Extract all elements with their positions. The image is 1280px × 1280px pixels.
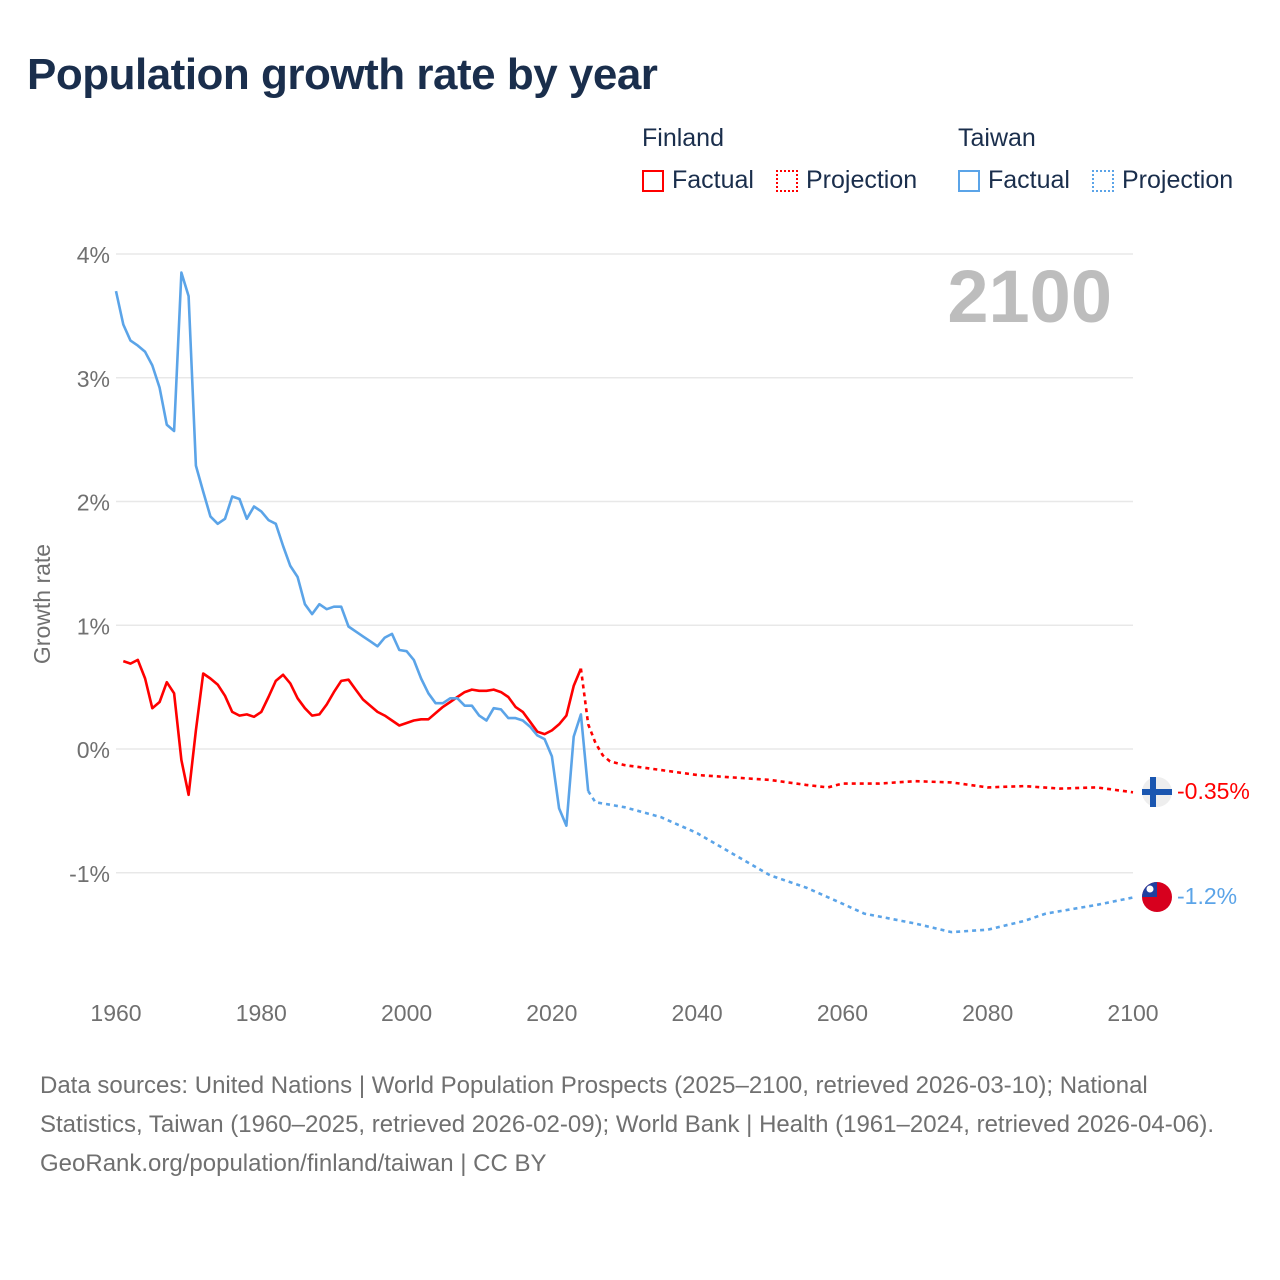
legend-swatch bbox=[642, 169, 664, 192]
x-tick-label: 2020 bbox=[526, 1000, 577, 1026]
series-line-taiwan-projection bbox=[587, 790, 1134, 934]
legend-group-finland: Finland bbox=[642, 124, 724, 152]
legend-swatch bbox=[1092, 169, 1114, 192]
taiwan-end-label: -1.2% bbox=[1177, 883, 1237, 909]
y-tick-label: 3% bbox=[77, 366, 110, 392]
x-tick-label: 2060 bbox=[817, 1000, 868, 1026]
y-tick-label: 2% bbox=[77, 490, 110, 516]
series-line-finland-projection bbox=[579, 668, 1134, 794]
legend-swatch bbox=[958, 169, 980, 192]
chart-title: Population growth rate by year bbox=[27, 50, 658, 99]
finland-end-label: -0.35% bbox=[1177, 778, 1250, 804]
footer: Data sources: United Nations | World Pop… bbox=[40, 1066, 1250, 1183]
x-tick-label: 1980 bbox=[236, 1000, 287, 1026]
credit-link[interactable]: GeoRank.org/population/finland/taiwan | … bbox=[40, 1150, 547, 1177]
y-tick-label: 4% bbox=[77, 242, 110, 268]
legend-taiwan-factual[interactable]: Factual bbox=[958, 166, 1070, 195]
y-tick-label: 0% bbox=[77, 737, 110, 763]
x-tick-label: 2040 bbox=[672, 1000, 723, 1026]
x-tick-label: 2000 bbox=[381, 1000, 432, 1026]
x-tick-label: 2100 bbox=[1107, 1000, 1158, 1026]
x-tick-label: 2080 bbox=[962, 1000, 1013, 1026]
year-display: 2100 bbox=[947, 255, 1112, 338]
legend-finland-factual[interactable]: Factual bbox=[642, 166, 754, 195]
legend-taiwan-projection[interactable]: Projection bbox=[1092, 166, 1233, 195]
y-axis-label: Growth rate bbox=[29, 544, 55, 664]
y-tick-label: -1% bbox=[69, 861, 110, 887]
x-tick-label: 1960 bbox=[90, 1000, 141, 1026]
legend-group-taiwan: Taiwan bbox=[958, 124, 1036, 152]
series-line-taiwan-factual bbox=[114, 271, 590, 828]
series-line-finland-factual bbox=[122, 658, 583, 797]
y-tick-label: 1% bbox=[77, 613, 110, 639]
legend-label: Projection bbox=[1122, 166, 1234, 194]
legend-finland-projection[interactable]: Projection bbox=[776, 166, 917, 195]
finland-flag-icon bbox=[1142, 777, 1172, 807]
data-sources: Data sources: United Nations | World Pop… bbox=[40, 1072, 1215, 1138]
legend-swatch bbox=[776, 169, 798, 192]
legend-label: Projection bbox=[806, 166, 918, 194]
legend-label: Factual bbox=[672, 166, 754, 194]
taiwan-flag-icon bbox=[1142, 882, 1172, 912]
legend-label: Factual bbox=[988, 166, 1070, 194]
